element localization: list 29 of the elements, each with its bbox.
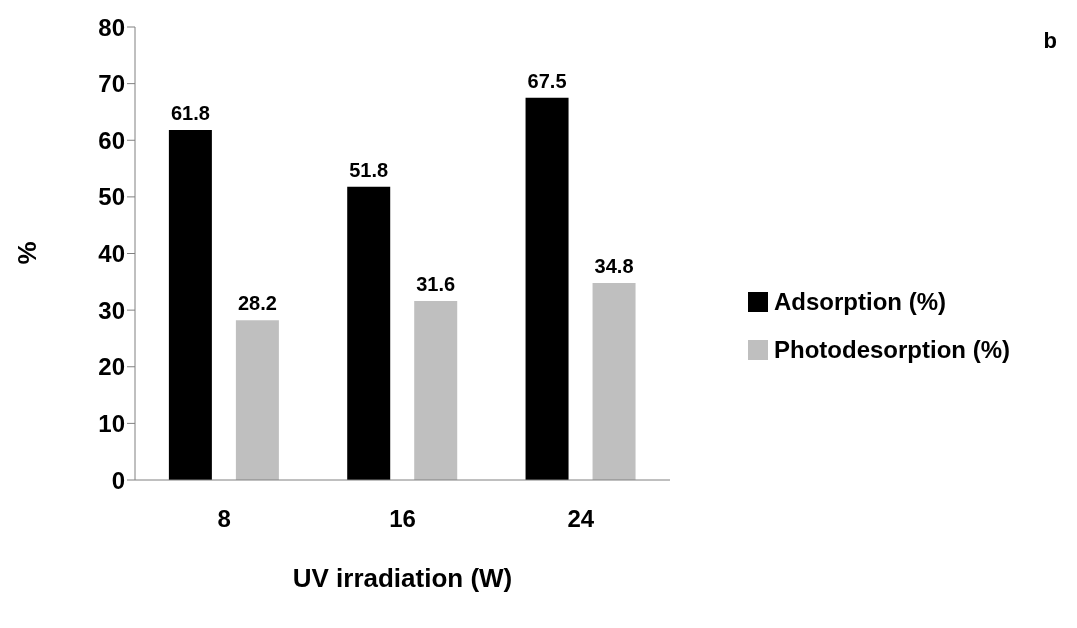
y-tick-label: 10	[98, 409, 125, 437]
bar	[414, 301, 458, 480]
bar	[347, 186, 391, 480]
x-tick-label: 8	[217, 505, 231, 533]
data-label: 28.2	[237, 292, 277, 315]
bar	[235, 320, 279, 480]
data-label: 67.5	[527, 69, 567, 92]
y-tick-label: 40	[98, 240, 125, 268]
y-tick-label: 20	[98, 353, 125, 381]
legend-label: Adsorption (%)	[774, 288, 946, 316]
data-label: 31.6	[416, 273, 456, 296]
bar	[168, 130, 212, 480]
y-tick-label: 80	[98, 13, 125, 41]
y-tick-label: 60	[98, 126, 125, 154]
data-label: 34.8	[594, 254, 634, 277]
y-tick-label: 30	[98, 296, 125, 324]
bar	[592, 282, 636, 480]
y-tick-label: 70	[98, 70, 125, 98]
legend-label: Photodesorption (%)	[774, 336, 1010, 364]
data-label: 61.8	[170, 102, 210, 125]
y-tick-label: 0	[111, 466, 125, 494]
text: b	[1043, 28, 1057, 54]
x-tick-label: 16	[389, 505, 416, 533]
bar	[525, 97, 569, 480]
y-axis-title: %	[11, 240, 42, 267]
x-axis-title: UV irradiation (W)	[291, 563, 514, 594]
data-label: 51.8	[349, 158, 389, 181]
x-tick-label: 24	[567, 505, 595, 533]
y-tick-label: 50	[98, 183, 125, 211]
